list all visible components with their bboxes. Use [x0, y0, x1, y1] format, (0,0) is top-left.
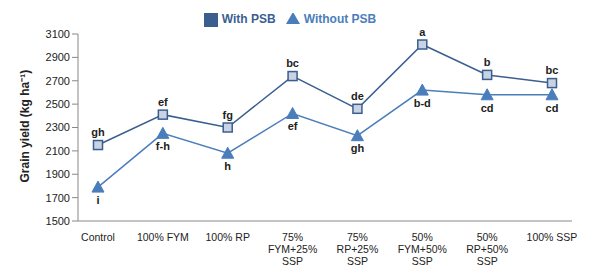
svg-text:b: b — [484, 56, 491, 68]
svg-text:fg: fg — [223, 109, 233, 121]
svg-text:3100: 3100 — [46, 28, 70, 40]
svg-text:2100: 2100 — [46, 145, 70, 157]
svg-text:de: de — [351, 90, 364, 102]
svg-text:i: i — [96, 194, 99, 206]
svg-text:a: a — [419, 26, 426, 38]
svg-text:1700: 1700 — [46, 192, 70, 204]
svg-text:1500: 1500 — [46, 215, 70, 227]
svg-text:2700: 2700 — [46, 75, 70, 87]
svg-text:bc: bc — [286, 57, 299, 69]
svg-text:b-d: b-d — [414, 97, 431, 109]
svg-text:2300: 2300 — [46, 121, 70, 133]
svg-text:50%RP+50%SSP: 50%RP+50%SSP — [466, 231, 508, 267]
svg-text:75%RP+25%SSP: 75%RP+25%SSP — [337, 231, 379, 267]
svg-text:h: h — [224, 160, 231, 172]
svg-text:2900: 2900 — [46, 51, 70, 63]
svg-text:ef: ef — [158, 96, 168, 108]
svg-text:cd: cd — [546, 102, 559, 114]
svg-text:bc: bc — [546, 64, 559, 76]
svg-text:100% FYM: 100% FYM — [137, 231, 189, 243]
svg-text:2500: 2500 — [46, 98, 70, 110]
html-text:Without PSB: Without PSB — [303, 12, 377, 26]
svg-text:f-h: f-h — [156, 140, 170, 152]
svg-text:Grain yield (kg ha⁻¹): Grain yield (kg ha⁻¹) — [18, 70, 32, 183]
svg-text:50%FYM+50%SSP: 50%FYM+50%SSP — [398, 231, 447, 267]
svg-text:gh: gh — [91, 126, 105, 138]
svg-text:100% RP: 100% RP — [206, 231, 250, 243]
svg-text:cd: cd — [481, 102, 494, 114]
html-text:With PSB: With PSB — [221, 12, 276, 26]
svg-text:ef: ef — [288, 120, 298, 132]
svg-text:75%FYM+25%SSP: 75%FYM+25%SSP — [268, 231, 317, 267]
svg-text:100% SSP: 100% SSP — [527, 231, 578, 243]
svg-text:gh: gh — [351, 142, 365, 154]
svg-text:Control: Control — [81, 231, 115, 243]
svg-text:1900: 1900 — [46, 168, 70, 180]
